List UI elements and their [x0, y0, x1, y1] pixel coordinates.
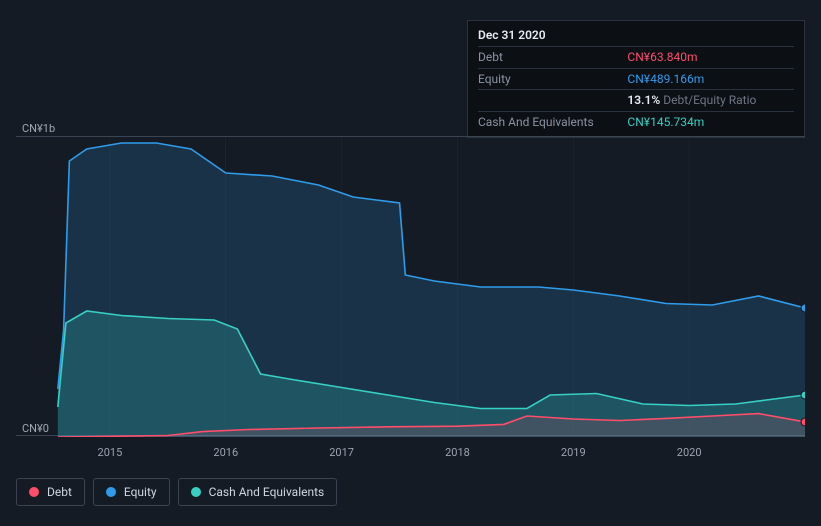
tooltip-row-value: CN¥489.166m [627, 68, 794, 90]
tooltip-row-label [478, 90, 627, 112]
tooltip-date: Dec 31 2020 [478, 27, 794, 46]
legend-swatch [191, 487, 201, 497]
x-axis-tick: 2016 [213, 446, 238, 459]
x-axis-tick: 2017 [329, 446, 354, 459]
legend-item[interactable]: Cash And Equivalents [178, 478, 338, 506]
tooltip-table: Debt CN¥63.840m Equity CN¥489.166m 13.1%… [478, 46, 794, 133]
x-axis-tick: 2020 [677, 446, 702, 459]
x-axis-tick: 2018 [445, 446, 470, 459]
chart-svg [16, 137, 805, 437]
tooltip-row-label: Debt [478, 46, 627, 68]
tooltip-row-label: Cash And Equivalents [478, 112, 627, 133]
legend-label: Cash And Equivalents [209, 485, 325, 499]
legend-label: Debt [47, 485, 72, 499]
legend-item[interactable]: Debt [16, 478, 85, 506]
chart-container: { "tooltip": { "date": "Dec 31 2020", "r… [0, 0, 821, 526]
tooltip-row-value: CN¥63.840m [627, 46, 794, 68]
tooltip-row-label: Equity [478, 68, 627, 90]
x-axis-tick: 2015 [98, 446, 123, 459]
tooltip-row-value: CN¥145.734m [627, 112, 794, 133]
legend-label: Equity [124, 485, 157, 499]
chart-tooltip: Dec 31 2020 Debt CN¥63.840m Equity CN¥48… [467, 20, 805, 138]
legend-swatch [106, 487, 116, 497]
tooltip-row-value: 13.1% Debt/Equity Ratio [627, 90, 794, 112]
x-axis-tick: 2019 [561, 446, 586, 459]
legend-item[interactable]: Equity [93, 478, 170, 506]
x-axis-labels: 2015 2016 2017 2018 2019 2020 [16, 446, 805, 462]
y-axis-label-top: CN¥1b [22, 122, 55, 135]
area-chart[interactable] [16, 136, 805, 436]
legend-swatch [29, 487, 39, 497]
chart-legend: Debt Equity Cash And Equivalents [16, 478, 337, 506]
